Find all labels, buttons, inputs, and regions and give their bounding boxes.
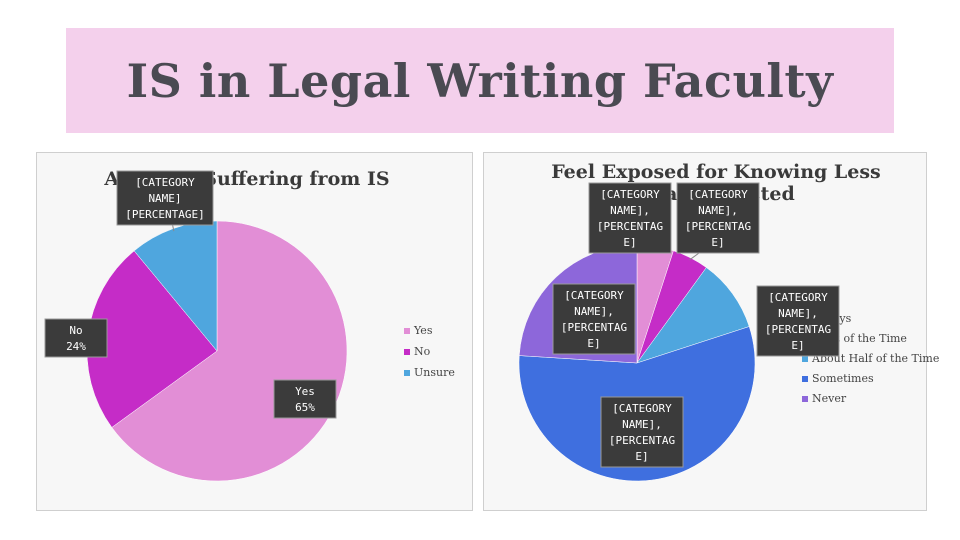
data-label-unsure: [PERCENTAGE]	[125, 208, 204, 221]
data-label-about-half-of-the-time: [PERCENTAG	[765, 323, 831, 336]
legend-swatch-yes	[404, 328, 410, 334]
data-label-always: NAME],	[610, 204, 650, 217]
chart-title: Feel Exposed for Knowing Less	[551, 161, 881, 183]
data-label-no: 24%	[66, 340, 86, 353]
data-label-always: E]	[623, 236, 636, 249]
data-label-most-of-the-time: E]	[711, 236, 724, 249]
legend-label-never: Never	[812, 392, 847, 405]
data-label-about-half-of-the-time: [CATEGORY	[768, 291, 828, 304]
data-label-yes: 65%	[295, 401, 315, 414]
pie-chart-admit-is: Admit to Suffering from ISYesNoUnsureYes…	[44, 168, 455, 482]
data-label-no: No	[69, 324, 82, 337]
legend-label-sometimes: Sometimes	[812, 372, 874, 385]
title-banner: IS in Legal Writing Faculty	[66, 28, 894, 133]
data-label-box	[756, 285, 840, 357]
data-label-about-half-of-the-time: NAME],	[778, 307, 818, 320]
legend-swatch-unsure	[404, 370, 410, 376]
data-label-never: [CATEGORY	[612, 402, 672, 415]
chart-panel-feel-exposed: Feel Exposed for Knowing LessThan Expect…	[483, 152, 939, 511]
legend-label-yes: Yes	[413, 324, 433, 337]
data-label-never: E]	[635, 450, 648, 463]
data-label-sometimes: [PERCENTAG	[561, 321, 627, 334]
data-label-box	[116, 170, 214, 226]
data-label-unsure: [CATEGORY	[135, 176, 195, 189]
data-label-most-of-the-time: [CATEGORY	[688, 188, 748, 201]
data-label-box	[588, 182, 672, 254]
legend-label-about-half-of-the-time: About Half of the Time	[811, 352, 939, 365]
legend-swatch-about-half-of-the-time	[802, 356, 808, 362]
data-label-unsure: NAME]	[148, 192, 181, 205]
legend-swatch-never	[802, 396, 808, 402]
data-label-most-of-the-time: [PERCENTAG	[685, 220, 751, 233]
data-label-about-half-of-the-time: E]	[791, 339, 804, 352]
legend-swatch-no	[404, 349, 410, 355]
data-label-box	[44, 318, 108, 358]
data-label-always: [PERCENTAG	[597, 220, 663, 233]
pie-chart-feel-exposed: Feel Exposed for Knowing LessThan Expect…	[518, 161, 939, 482]
legend-label-unsure: Unsure	[414, 366, 455, 379]
data-label-sometimes: [CATEGORY	[564, 289, 624, 302]
data-label-box	[552, 283, 636, 355]
data-label-most-of-the-time: NAME],	[698, 204, 738, 217]
data-label-box	[676, 182, 760, 254]
data-label-sometimes: NAME],	[574, 305, 614, 318]
data-label-box	[600, 396, 684, 468]
slide-title: IS in Legal Writing Faculty	[126, 53, 834, 108]
pie-slice-about-half-of-the-time	[636, 267, 750, 364]
data-label-sometimes: E]	[587, 337, 600, 350]
data-label-never: NAME],	[622, 418, 662, 431]
legend-swatch-sometimes	[802, 376, 808, 382]
data-label-never: [PERCENTAG	[609, 434, 675, 447]
legend-label-no: No	[414, 345, 431, 358]
chart-panel-admit-is: Admit to Suffering from IS Yes No Unsure Yes…	[36, 152, 473, 511]
data-label-always: [CATEGORY	[600, 188, 660, 201]
data-label-yes: Yes	[295, 385, 315, 398]
leader-line	[689, 252, 700, 261]
data-label-box	[273, 379, 337, 419]
